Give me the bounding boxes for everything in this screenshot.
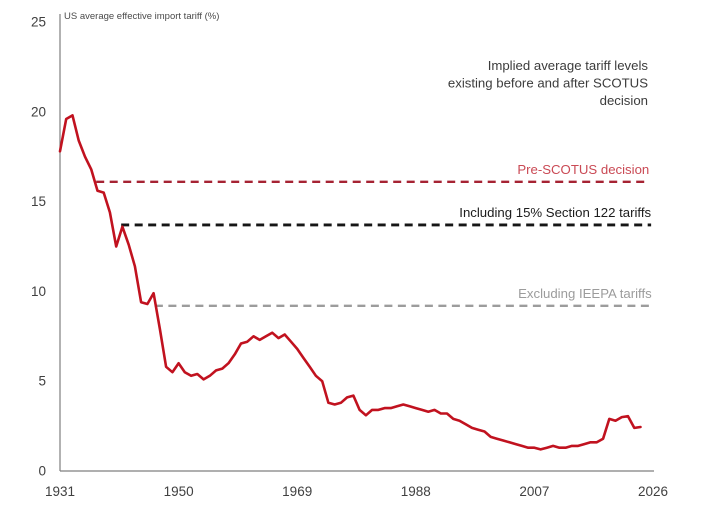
- y-tick-label: 10: [31, 284, 46, 299]
- y-tick-label: 20: [31, 104, 46, 119]
- y-axis-title: US average effective import tariff (%): [64, 11, 219, 22]
- y-tick-label: 25: [31, 15, 46, 30]
- annotation-text: Implied average tariff levels existing be…: [448, 58, 649, 108]
- y-tick-labels: 0 5 10 15 20 25: [31, 15, 46, 479]
- x-tick-labels: 1931 1950 1969 1988 2007 2026: [45, 484, 668, 499]
- reference-lines: Pre-SCOTUS decision Including 15% Section…: [96, 162, 652, 307]
- ref-line-label-pre-scotus: Pre-SCOTUS decision: [517, 162, 649, 177]
- axes: [59, 14, 654, 472]
- y-tick-label: 0: [38, 464, 46, 479]
- annotation-line: decision: [600, 93, 648, 108]
- x-tick-label: 1988: [401, 484, 431, 499]
- y-tick-label: 5: [38, 374, 46, 389]
- tariff-series-line: [58, 114, 642, 451]
- annotation-line: Implied average tariff levels: [488, 58, 649, 73]
- x-tick-label: 2007: [519, 484, 549, 499]
- ref-line-label-excluding-ieepa: Excluding IEEPA tariffs: [518, 286, 652, 301]
- ref-line-label-section-122: Including 15% Section 122 tariffs: [459, 205, 651, 220]
- x-tick-label: 2026: [638, 484, 668, 499]
- y-tick-label: 15: [31, 194, 46, 209]
- x-tick-label: 1969: [282, 484, 312, 499]
- annotation-line: existing before and after SCOTUS: [448, 76, 648, 91]
- x-tick-label: 1931: [45, 484, 75, 499]
- x-tick-label: 1950: [164, 484, 194, 499]
